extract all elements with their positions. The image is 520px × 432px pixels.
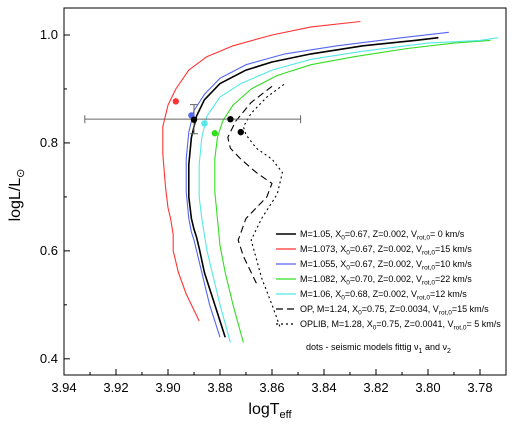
y-tick-label: 1.0 — [40, 27, 58, 42]
dots-note: dots - seismic models fittig ν1 and ν2 — [306, 342, 451, 355]
series-line-5 — [227, 85, 273, 284]
x-tick-label: 3.80 — [415, 380, 440, 395]
y-tick-label: 0.6 — [40, 243, 58, 258]
legend-label-part: rot,0 — [422, 250, 435, 257]
legend-label-5: OP, M=1.24, X0=0.75, Z=0.0034, Vrot,0=15… — [300, 304, 489, 317]
y-tick-label: 0.8 — [40, 135, 58, 150]
legend-label-part: 0 — [373, 325, 377, 332]
series-line-0 — [188, 36, 439, 338]
legend-label-part: 0 — [341, 235, 345, 242]
x-tick-label: 3.88 — [207, 380, 232, 395]
series-line-3 — [214, 39, 491, 343]
legend-label-part: =0.68, Z=0.002, V — [345, 289, 417, 299]
series-line-4 — [198, 37, 499, 343]
x-tick-label: 3.92 — [103, 380, 128, 395]
legend-label-part: OPLIB, M=1.28, X — [300, 319, 373, 329]
legend-label-part: 0 — [346, 250, 350, 257]
legend-label-part: =0.70, Z=0.002, V — [350, 274, 422, 284]
legend-label-part: =0.67, Z=0.002, V — [345, 229, 417, 239]
series-layer — [162, 20, 499, 343]
legend-label-part: M=1.082, X — [300, 274, 346, 284]
x-axis-label: logTeff — [248, 401, 292, 421]
legend-label-part: 0 — [341, 295, 345, 302]
plot-frame — [63, 7, 507, 376]
y-axis-label: logL/L⊙ — [7, 169, 27, 222]
y-tick-labels: 0.4 0.6 0.8 1.0 — [40, 27, 58, 366]
legend-label-part: = 0 km/s — [430, 229, 465, 239]
legend-label-part: = 5 km/s — [467, 319, 502, 329]
dots-note-main: dots - seismic models fittig ν — [306, 342, 419, 352]
legend-label-part: =0.75, Z=0.0034, V — [362, 304, 439, 314]
legend-label-part: M=1.073, X — [300, 244, 346, 254]
legend-label-part: =0.75, Z=0.0041, V — [376, 319, 453, 329]
legend-label-part: =10 km/s — [435, 259, 472, 269]
legend-label-part: rot,0 — [417, 235, 430, 242]
seismic-dot-4 — [211, 130, 218, 137]
legend-label-part: rot,0 — [417, 295, 430, 302]
seismic-dot-0 — [172, 98, 179, 105]
legend-label-part: =0.67, Z=0.002, V — [350, 259, 422, 269]
dots-note-sub2: 2 — [447, 348, 451, 355]
seismic-dot-3 — [201, 120, 208, 127]
x-tick-label: 3.82 — [363, 380, 388, 395]
legend-label-part: rot,0 — [422, 280, 435, 287]
seismic-dot-6 — [237, 128, 244, 136]
legend-label-part: =15 km/s — [452, 304, 489, 314]
legend-label-3: M=1.082, X0=0.70, Z=0.002, Vrot,0=22 km/… — [300, 274, 472, 287]
axis-ticks — [63, 34, 481, 375]
series-line-1 — [162, 20, 361, 322]
legend-label-part: M=1.055, X — [300, 259, 346, 269]
seismic-model-dots — [172, 98, 244, 137]
legend-label-part: =12 km/s — [430, 289, 467, 299]
y-tick-label: 0.4 — [40, 351, 58, 366]
seismic-dot-5 — [227, 115, 234, 123]
legend-label-part: =0.67, Z=0.002, V — [350, 244, 422, 254]
legend-label-part: 0 — [346, 265, 350, 272]
legend-label-4: M=1.06, X0=0.68, Z=0.002, Vrot,0=12 km/s — [300, 289, 467, 302]
legend-label-0: M=1.05, X0=0.67, Z=0.002, Vrot,0= 0 km/s — [300, 229, 465, 242]
legend-label-part: rot,0 — [422, 265, 435, 272]
series-line-6 — [242, 83, 286, 327]
series-line-2 — [185, 31, 449, 338]
dots-note-sub1: 1 — [419, 348, 423, 355]
x-tick-label: 3.94 — [51, 380, 76, 395]
legend: M=1.05, X0=0.67, Z=0.002, Vrot,0= 0 km/s… — [276, 229, 501, 332]
y-axis-label-sun: ⊙ — [15, 169, 27, 178]
legend-label-6: OPLIB, M=1.28, X0=0.75, Z=0.0041, Vrot,0… — [300, 319, 501, 332]
legend-label-part: OP, M=1.24, X — [300, 304, 358, 314]
legend-label-part: M=1.05, X — [300, 229, 341, 239]
legend-label-part: 0 — [358, 310, 362, 317]
x-axis-label-main: logT — [248, 401, 279, 418]
legend-label-part: =15 km/s — [435, 244, 472, 254]
x-tick-label: 3.86 — [259, 380, 284, 395]
legend-label-part: rot,0 — [439, 310, 452, 317]
legend-label-part: M=1.06, X — [300, 289, 341, 299]
x-tick-labels: 3.94 3.92 3.90 3.88 3.86 3.84 3.82 3.80 3.78 — [51, 380, 492, 395]
x-tick-label: 3.84 — [311, 380, 336, 395]
y-axis-label-main: logL/L — [7, 178, 24, 222]
dots-note-mid: and ν — [422, 342, 447, 352]
legend-label-part: =22 km/s — [435, 274, 472, 284]
seismic-dot-2 — [190, 116, 198, 123]
legend-label-2: M=1.055, X0=0.67, Z=0.002, Vrot,0=10 km/… — [300, 259, 472, 272]
legend-label-part: 0 — [346, 280, 350, 287]
x-tick-label: 3.90 — [155, 380, 180, 395]
x-tick-label: 3.78 — [467, 380, 492, 395]
x-axis-label-sub: eff — [280, 409, 293, 421]
legend-label-part: rot,0 — [453, 325, 466, 332]
legend-label-1: M=1.073, X0=0.67, Z=0.002, Vrot,0=15 km/… — [300, 244, 472, 257]
